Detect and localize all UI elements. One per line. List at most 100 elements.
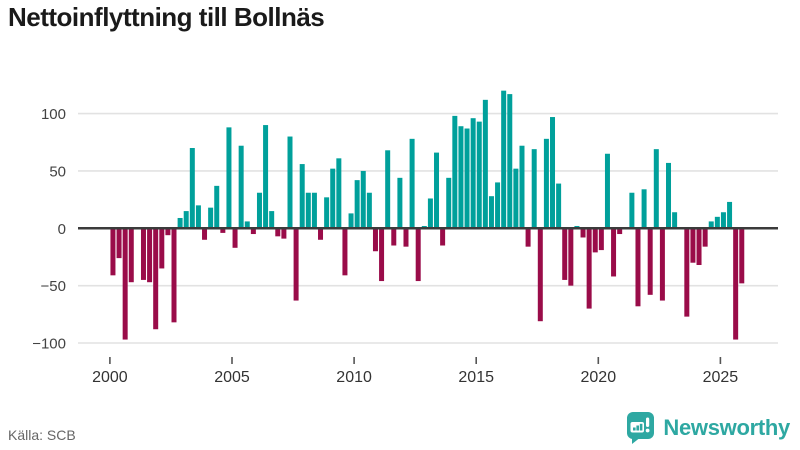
bar-positive xyxy=(446,177,452,229)
bar-positive xyxy=(488,196,494,229)
bar-negative xyxy=(702,228,708,247)
bar-negative xyxy=(122,228,128,340)
bar-positive xyxy=(727,201,733,229)
bar-negative xyxy=(342,228,348,276)
bar-negative xyxy=(537,228,543,322)
bar-positive xyxy=(348,213,354,229)
x-axis-tick-label: 2005 xyxy=(214,369,250,386)
bar-positive xyxy=(330,168,336,229)
bar-negative xyxy=(116,228,122,259)
bar-positive xyxy=(189,148,195,229)
bar-positive xyxy=(641,189,647,229)
x-axis-tick-label: 2020 xyxy=(581,369,617,386)
bar-positive xyxy=(366,192,372,229)
bar-negative xyxy=(690,228,696,263)
y-axis-tick-label: 50 xyxy=(49,163,66,180)
bar-negative xyxy=(379,228,385,282)
bar-positive xyxy=(311,192,317,229)
bar-positive xyxy=(501,90,507,229)
newsworthy-logo: Newsworthy xyxy=(626,411,790,445)
bar-negative xyxy=(165,228,171,236)
bar-negative xyxy=(159,228,165,269)
bar-negative xyxy=(391,228,397,246)
y-axis-tick-label: −100 xyxy=(32,336,66,353)
bar-positive xyxy=(226,127,232,229)
migration-bar-chart: 100 50 0 −50 −100 2000 2005 2010 2015 2020 2025 xyxy=(32,90,778,386)
bar-positive xyxy=(482,99,488,229)
bar-negative xyxy=(592,228,598,253)
bar-positive xyxy=(336,158,342,229)
bar-negative xyxy=(659,228,665,301)
bar-negative xyxy=(739,228,745,284)
bar-positive xyxy=(470,118,476,229)
x-axis-tick-label: 2015 xyxy=(458,369,494,386)
bar-positive xyxy=(543,138,549,229)
bar-positive xyxy=(214,185,220,229)
bar-negative xyxy=(275,228,281,237)
bar-positive xyxy=(324,197,330,229)
y-axis-tick-label: 100 xyxy=(41,106,66,123)
bar-positive xyxy=(183,211,189,229)
bar-negative xyxy=(403,228,409,247)
bar-positive xyxy=(672,212,678,229)
bar-negative xyxy=(293,228,299,301)
bar-negative xyxy=(684,228,690,317)
bar-positive xyxy=(458,126,464,229)
x-axis-tick-label: 2010 xyxy=(336,369,372,386)
bar-positive xyxy=(708,221,714,229)
bar-positive xyxy=(629,192,635,229)
bar-positive xyxy=(556,183,562,229)
bar-negative xyxy=(525,228,531,247)
bar-negative xyxy=(415,228,421,282)
bar-positive xyxy=(397,177,403,229)
bar-negative xyxy=(647,228,653,295)
bar-negative xyxy=(586,228,592,309)
bar-negative xyxy=(696,228,702,265)
bar-negative xyxy=(171,228,177,323)
bar-positive xyxy=(409,138,415,229)
source-label: Källa: SCB xyxy=(8,427,76,443)
bar-negative xyxy=(147,228,153,283)
bar-positive xyxy=(666,162,672,229)
bar-positive xyxy=(287,136,293,229)
bar-negative xyxy=(580,228,586,238)
bar-positive xyxy=(263,125,269,229)
bar-positive xyxy=(531,149,537,229)
bar-positive xyxy=(238,145,244,229)
bar-positive xyxy=(653,149,659,229)
bar-positive xyxy=(513,168,519,229)
bar-negative xyxy=(202,228,208,240)
bar-positive xyxy=(256,192,262,229)
bar-positive xyxy=(476,121,482,229)
bar-negative xyxy=(733,228,739,340)
bar-positive xyxy=(452,115,458,229)
bar-negative xyxy=(232,228,238,248)
chart-title: Nettoinflyttning till Bollnäs xyxy=(8,2,325,32)
bar-positive xyxy=(354,180,360,229)
bar-positive xyxy=(360,170,366,229)
bar-negative xyxy=(110,228,116,276)
x-axis-tick-label: 2000 xyxy=(92,369,128,386)
bar-positive xyxy=(305,192,311,229)
bar-positive xyxy=(385,150,391,229)
bar-positive xyxy=(177,217,183,229)
bar-positive xyxy=(299,164,305,229)
bar-negative xyxy=(372,228,378,252)
bar-negative xyxy=(562,228,568,280)
bar-positive xyxy=(550,117,556,229)
bar-negative xyxy=(611,228,617,277)
bar-positive xyxy=(604,153,610,229)
bar-positive xyxy=(195,205,201,229)
bar-positive xyxy=(519,145,525,229)
bar-positive xyxy=(714,216,720,229)
bar-positive xyxy=(208,207,214,229)
bar-negative xyxy=(617,228,623,235)
bar-negative xyxy=(128,228,134,283)
bar-negative xyxy=(281,228,287,239)
bar-negative xyxy=(140,228,146,280)
bar-negative xyxy=(220,228,226,233)
x-axis-tick-label: 2025 xyxy=(703,369,739,386)
bar-positive xyxy=(269,211,275,229)
bar-negative xyxy=(153,228,159,330)
